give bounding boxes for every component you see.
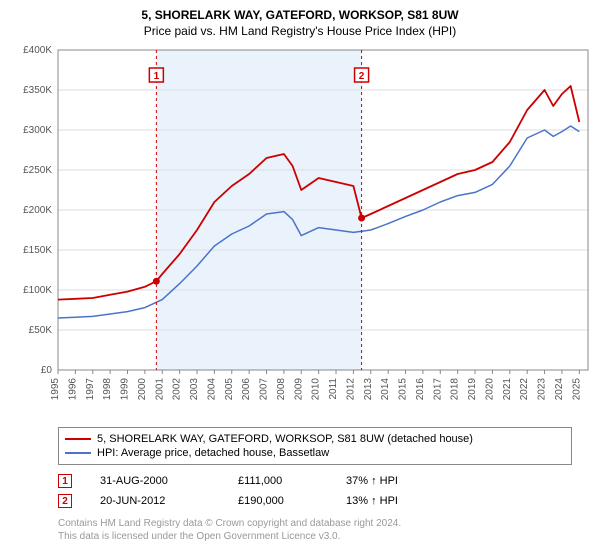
svg-text:2024: 2024 [554, 378, 565, 401]
svg-text:2: 2 [359, 71, 365, 82]
sale-date: 20-JUN-2012 [100, 495, 210, 507]
footnote: Contains HM Land Registry data © Crown c… [58, 517, 590, 543]
chart-area: £0 £50K £100K £150K £200K £250K £300K £350K £400… [10, 44, 590, 419]
svg-text:1997: 1997 [85, 378, 96, 401]
svg-text:2016: 2016 [415, 378, 426, 401]
svg-text:2005: 2005 [224, 378, 235, 401]
svg-text:2017: 2017 [432, 378, 443, 401]
svg-text:£50K: £50K [29, 325, 53, 336]
svg-text:2001: 2001 [154, 378, 165, 401]
sale-row: 1 31-AUG-2000 £111,000 37% ↑ HPI [58, 471, 590, 491]
svg-text:2000: 2000 [137, 378, 148, 401]
svg-text:1998: 1998 [102, 378, 113, 401]
sale-row: 2 20-JUN-2012 £190,000 13% ↑ HPI [58, 491, 590, 511]
sale-price: £111,000 [238, 475, 318, 487]
line-chart: £0 £50K £100K £150K £200K £250K £300K £350K £400… [10, 44, 596, 414]
svg-text:1996: 1996 [67, 378, 78, 401]
footnote-line: This data is licensed under the Open Gov… [58, 530, 590, 543]
legend-swatch [65, 452, 91, 454]
svg-text:1995: 1995 [50, 378, 61, 401]
svg-text:2015: 2015 [398, 378, 409, 401]
legend-label: HPI: Average price, detached house, Bass… [97, 447, 329, 459]
legend-swatch [65, 438, 91, 440]
sale-marker-icon: 1 [58, 474, 72, 488]
svg-text:2011: 2011 [328, 378, 339, 400]
svg-text:2012: 2012 [345, 378, 356, 401]
svg-text:2003: 2003 [189, 378, 200, 401]
svg-text:2004: 2004 [206, 378, 217, 401]
legend-row: 5, SHORELARK WAY, GATEFORD, WORKSOP, S81… [65, 432, 565, 446]
chart-title: 5, SHORELARK WAY, GATEFORD, WORKSOP, S81… [10, 8, 590, 22]
legend-row: HPI: Average price, detached house, Bass… [65, 446, 565, 460]
svg-text:£300K: £300K [23, 125, 52, 136]
svg-text:2009: 2009 [293, 378, 304, 401]
chart-subtitle: Price paid vs. HM Land Registry's House … [10, 24, 590, 38]
legend: 5, SHORELARK WAY, GATEFORD, WORKSOP, S81… [58, 427, 572, 465]
svg-text:£250K: £250K [23, 165, 52, 176]
svg-text:2022: 2022 [519, 378, 530, 401]
svg-text:2023: 2023 [537, 378, 548, 401]
svg-text:£350K: £350K [23, 85, 52, 96]
svg-text:1999: 1999 [120, 378, 131, 401]
footnote-line: Contains HM Land Registry data © Crown c… [58, 517, 590, 530]
svg-text:£200K: £200K [23, 205, 52, 216]
svg-text:2025: 2025 [571, 378, 582, 401]
legend-label: 5, SHORELARK WAY, GATEFORD, WORKSOP, S81… [97, 433, 473, 445]
sale-marker-icon: 2 [58, 494, 72, 508]
svg-text:1: 1 [154, 71, 160, 82]
svg-text:2021: 2021 [502, 378, 513, 401]
svg-text:2007: 2007 [259, 378, 270, 401]
svg-text:£100K: £100K [23, 285, 52, 296]
svg-text:2008: 2008 [276, 378, 287, 401]
svg-text:£0: £0 [41, 365, 53, 376]
sale-diff: 13% ↑ HPI [346, 495, 426, 507]
svg-text:£150K: £150K [23, 245, 52, 256]
sales-table: 1 31-AUG-2000 £111,000 37% ↑ HPI 2 20-JUN-201… [58, 471, 590, 511]
svg-text:2014: 2014 [380, 378, 391, 401]
sale-diff: 37% ↑ HPI [346, 475, 426, 487]
svg-text:2002: 2002 [172, 378, 183, 401]
svg-text:2019: 2019 [467, 378, 478, 401]
svg-text:2010: 2010 [311, 378, 322, 401]
svg-text:£400K: £400K [23, 45, 52, 56]
svg-text:2018: 2018 [450, 378, 461, 401]
svg-text:2020: 2020 [484, 378, 495, 401]
sale-price: £190,000 [238, 495, 318, 507]
sale-date: 31-AUG-2000 [100, 475, 210, 487]
svg-text:2013: 2013 [363, 378, 374, 401]
svg-text:2006: 2006 [241, 378, 252, 401]
